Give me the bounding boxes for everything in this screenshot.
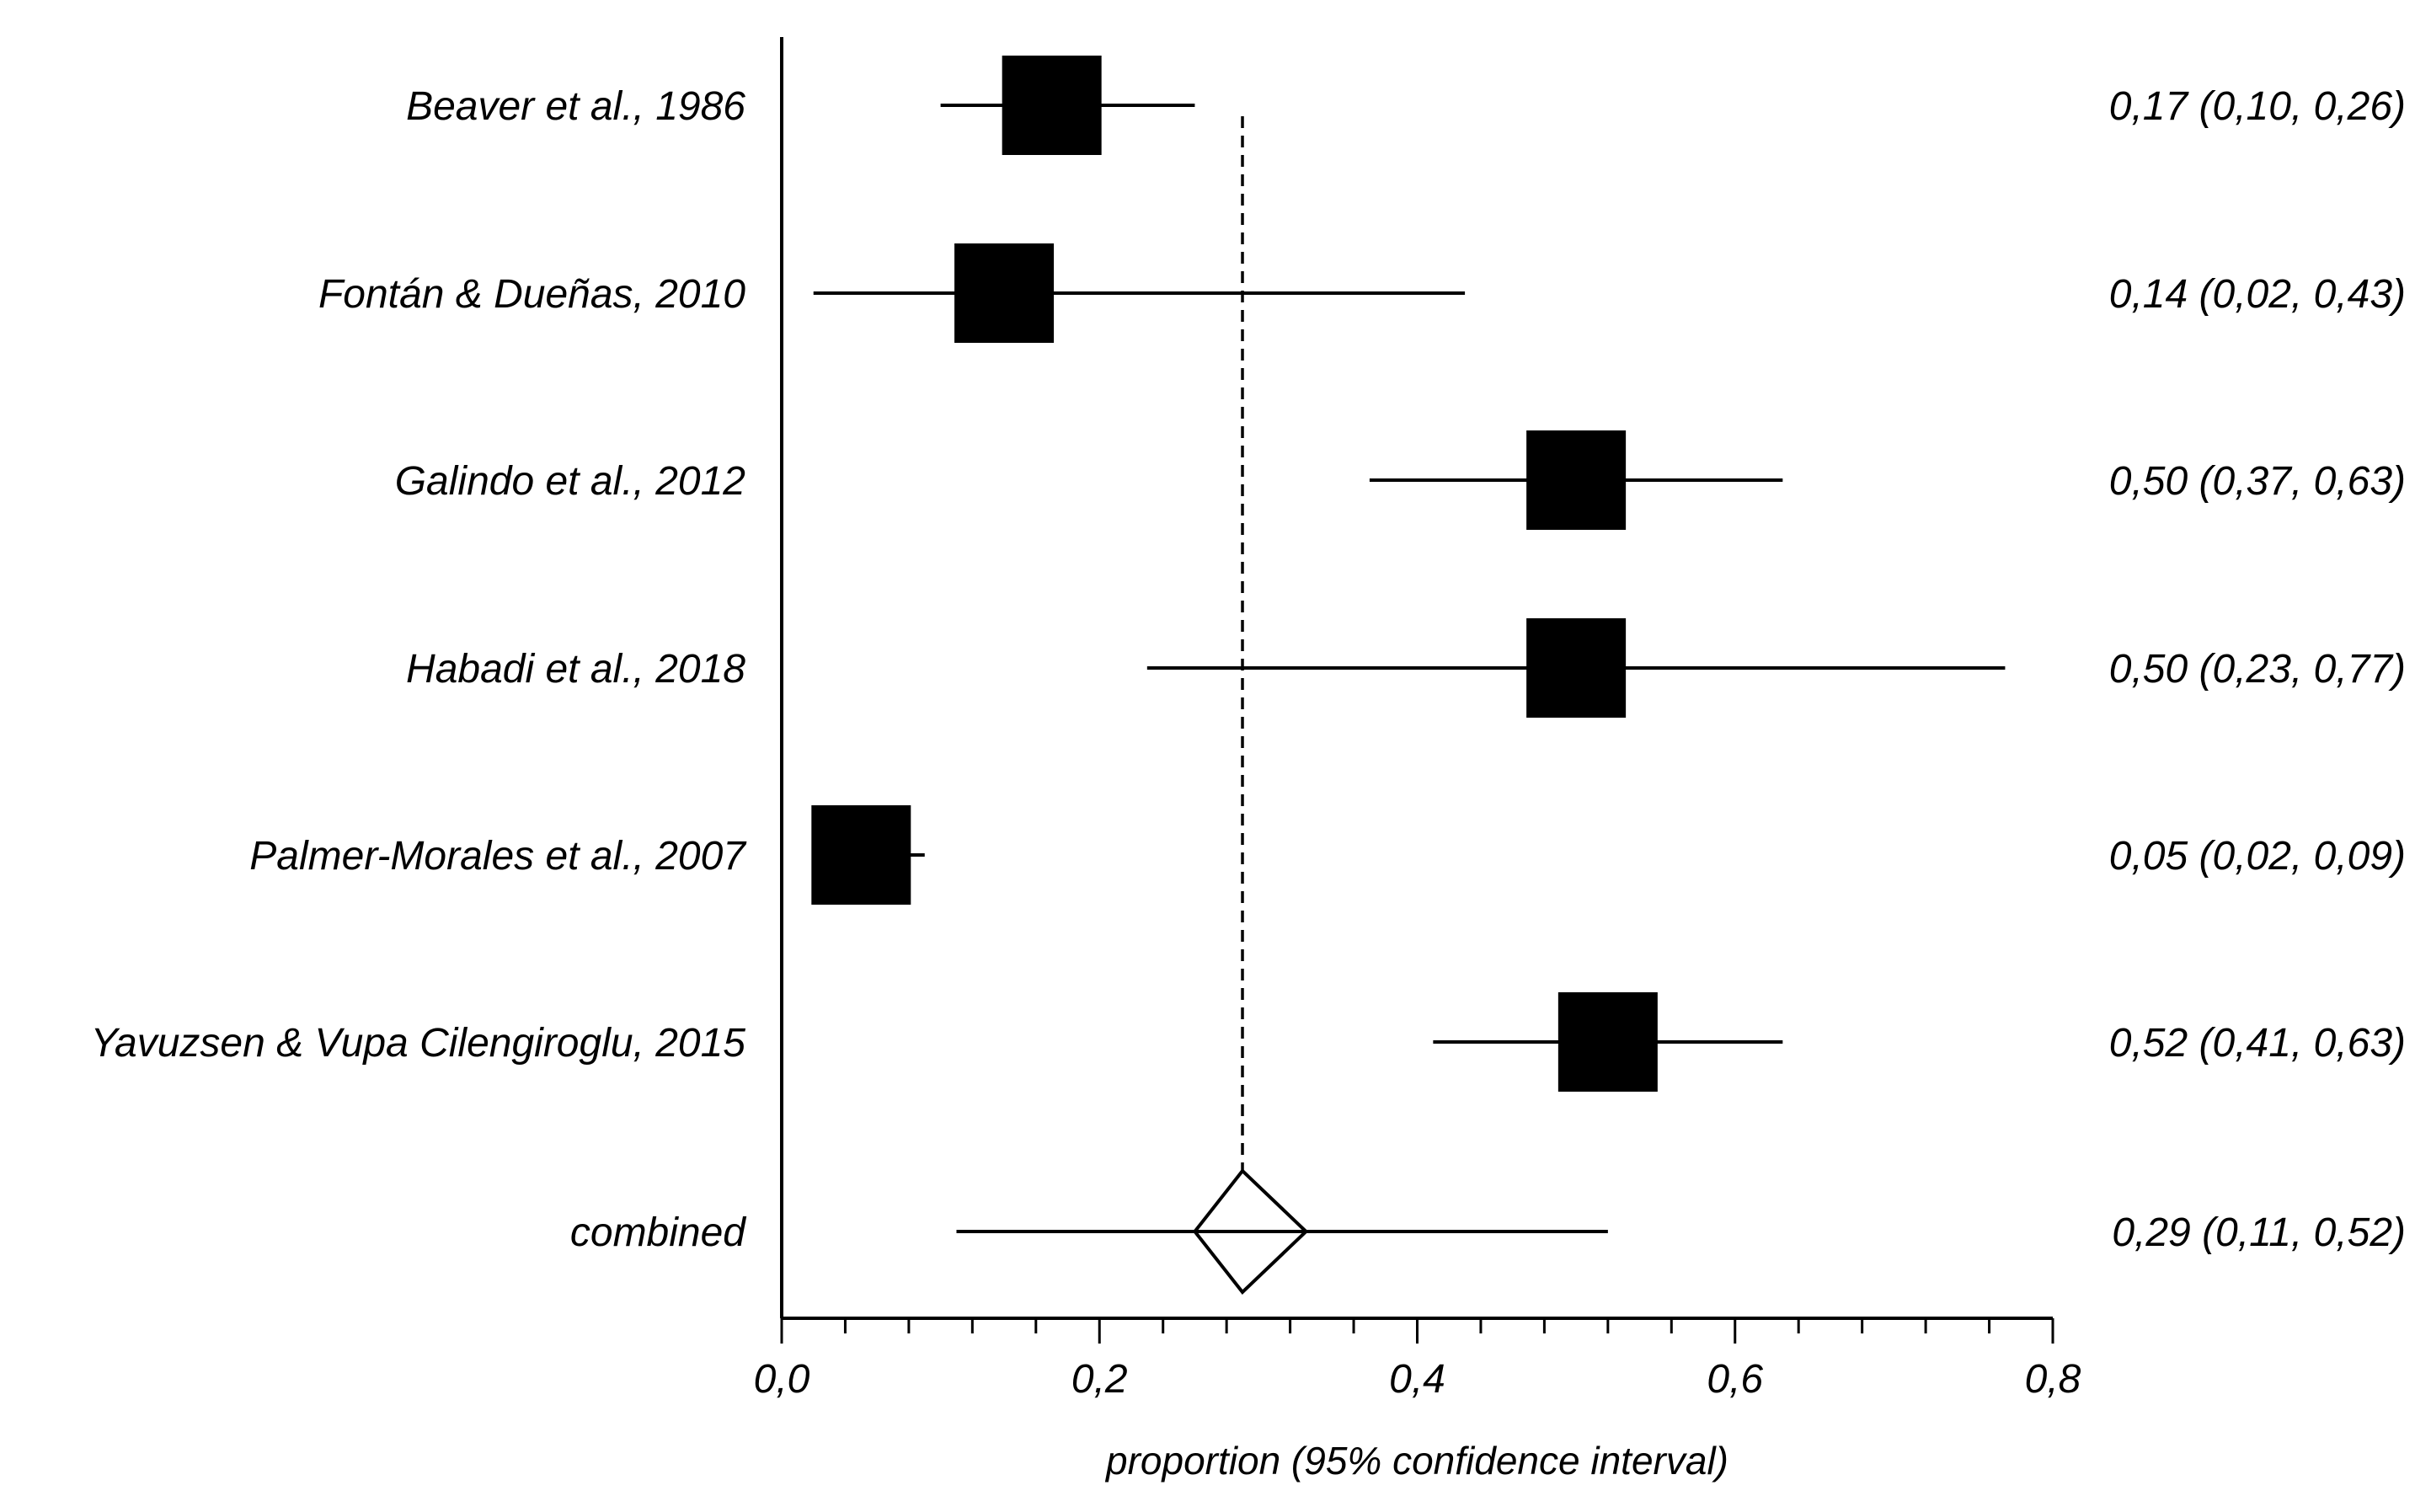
study-row: Galindo et al., 2012 0,50 (0,37, 0,63) bbox=[395, 430, 2406, 530]
point-estimate-box bbox=[1002, 56, 1102, 155]
ci-value-label: 0,50 (0,23, 0,77) bbox=[2109, 647, 2406, 692]
combined-row: combined 0,29 (0,11, 0,52) bbox=[570, 1168, 2406, 1295]
x-tick-label: 0,6 bbox=[1707, 1357, 1763, 1402]
study-label: Yavuzsen & Vupa Cilengiroglu, 2015 bbox=[91, 1021, 746, 1066]
ci-value-label: 0,17 (0,10, 0,26) bbox=[2109, 84, 2406, 129]
point-estimate-box bbox=[1526, 618, 1627, 718]
ci-value-label: 0,14 (0,02, 0,43) bbox=[2109, 272, 2406, 317]
ci-value-label: 0,05 (0,02, 0,09) bbox=[2109, 834, 2406, 879]
x-tick-label: 0,8 bbox=[2025, 1357, 2081, 1402]
study-rows: Beaver et al., 1986 0,17 (0,10, 0,26) Font… bbox=[91, 56, 2406, 1092]
combined-ci-value-label: 0,29 (0,11, 0,52) bbox=[2112, 1210, 2406, 1255]
study-label: Palmer-Morales et al., 2007 bbox=[249, 834, 747, 879]
x-tick-label: 0,4 bbox=[1389, 1357, 1445, 1402]
point-estimate-box bbox=[1557, 992, 1658, 1092]
study-row: Habadi et al., 2018 0,50 (0,23, 0,77) bbox=[406, 618, 2406, 718]
study-row: Fontán & Dueñas, 2010 0,14 (0,02, 0,43) bbox=[318, 243, 2406, 343]
ci-value-label: 0,52 (0,41, 0,63) bbox=[2109, 1021, 2406, 1066]
x-axis-ticks: 0,0 0,2 0,4 0,6 0,8 bbox=[754, 1318, 2081, 1402]
x-tick-label: 0,2 bbox=[1071, 1357, 1128, 1402]
study-row: Yavuzsen & Vupa Cilengiroglu, 2015 0,52 (… bbox=[91, 992, 2406, 1092]
point-estimate-box bbox=[954, 243, 1055, 343]
study-label: Habadi et al., 2018 bbox=[406, 647, 745, 692]
x-axis-title: proportion (95% confidence interval) bbox=[1104, 1439, 1728, 1483]
study-label: Galindo et al., 2012 bbox=[395, 459, 745, 504]
x-tick-label: 0,0 bbox=[754, 1357, 810, 1402]
combined-label: combined bbox=[570, 1210, 746, 1255]
point-estimate-box bbox=[811, 805, 911, 905]
study-label: Beaver et al., 1986 bbox=[406, 84, 745, 129]
study-row: Beaver et al., 1986 0,17 (0,10, 0,26) bbox=[406, 56, 2406, 155]
point-estimate-box bbox=[1526, 430, 1627, 530]
study-row: Palmer-Morales et al., 2007 0,05 (0,02, 0… bbox=[249, 805, 2406, 905]
axes bbox=[780, 37, 2053, 1320]
ci-value-label: 0,50 (0,37, 0,63) bbox=[2109, 459, 2406, 504]
study-label: Fontán & Dueñas, 2010 bbox=[318, 272, 745, 317]
